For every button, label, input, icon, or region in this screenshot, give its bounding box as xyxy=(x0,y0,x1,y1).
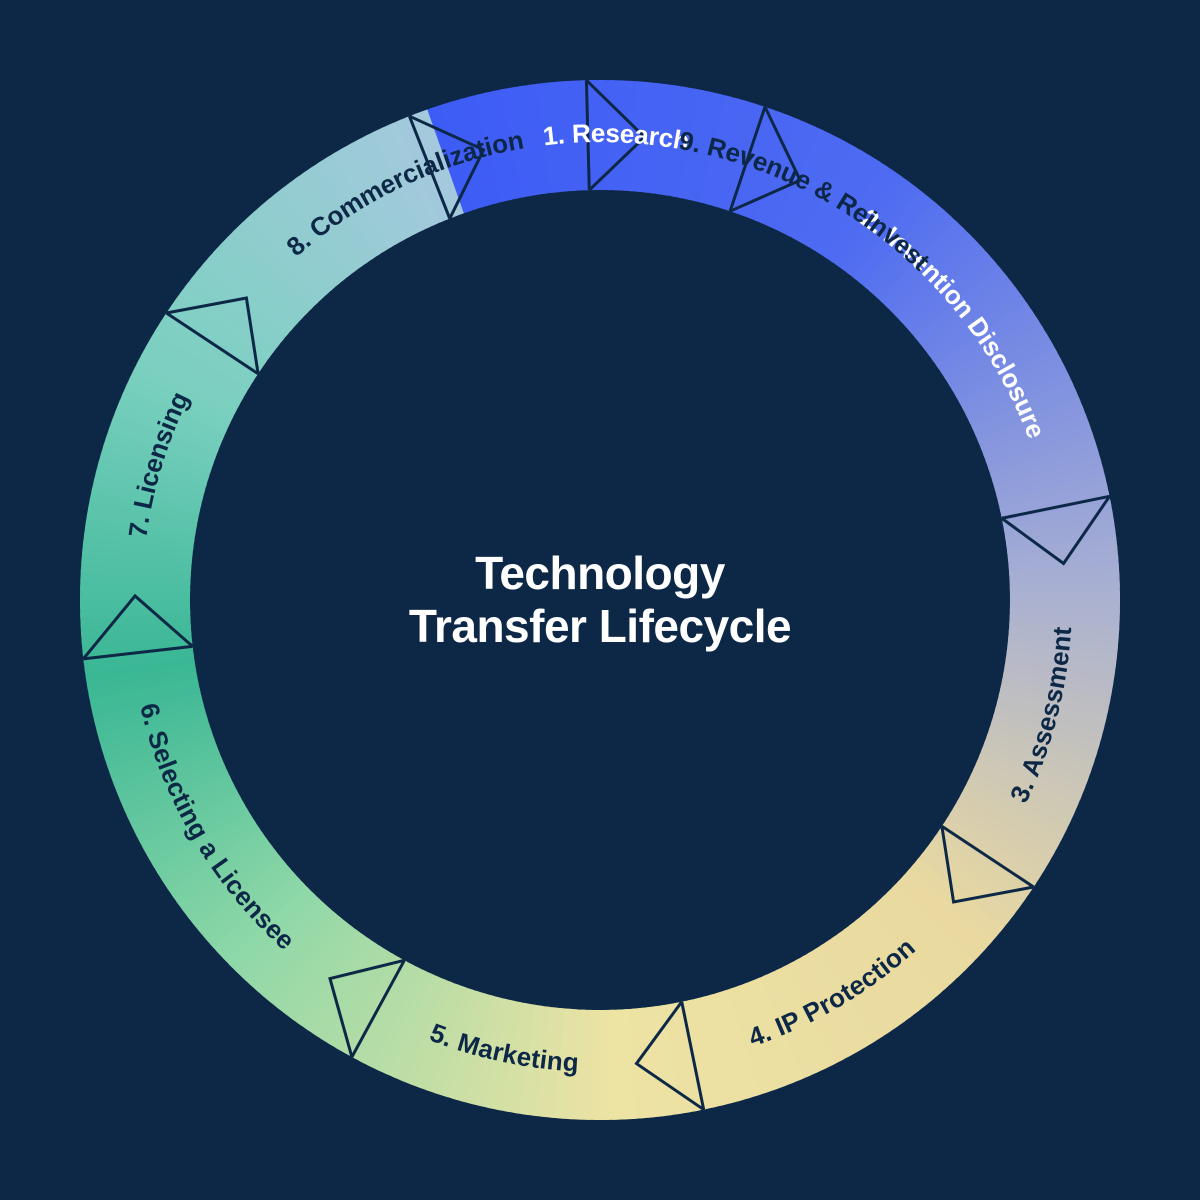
lifecycle-diagram: 1. Research2. Invention Disclosure3. Ass… xyxy=(0,0,1200,1200)
diagram-title-line2: Transfer Lifecycle xyxy=(409,600,791,653)
diagram-title: Technology Transfer Lifecycle xyxy=(409,547,791,653)
diagram-title-line1: Technology xyxy=(409,547,791,600)
